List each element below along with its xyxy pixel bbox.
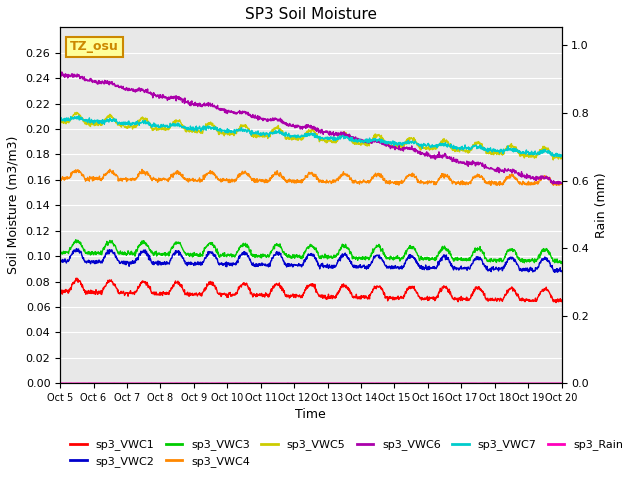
X-axis label: Time: Time [296, 408, 326, 421]
Title: SP3 Soil Moisture: SP3 Soil Moisture [245, 7, 377, 22]
Y-axis label: Rain (mm): Rain (mm) [595, 172, 607, 238]
Legend: sp3_VWC1, sp3_VWC2, sp3_VWC3, sp3_VWC4, sp3_VWC5, sp3_VWC6, sp3_VWC7, sp3_Rain: sp3_VWC1, sp3_VWC2, sp3_VWC3, sp3_VWC4, … [66, 435, 628, 471]
Text: TZ_osu: TZ_osu [70, 40, 119, 53]
Y-axis label: Soil Moisture (m3/m3): Soil Moisture (m3/m3) [7, 136, 20, 275]
